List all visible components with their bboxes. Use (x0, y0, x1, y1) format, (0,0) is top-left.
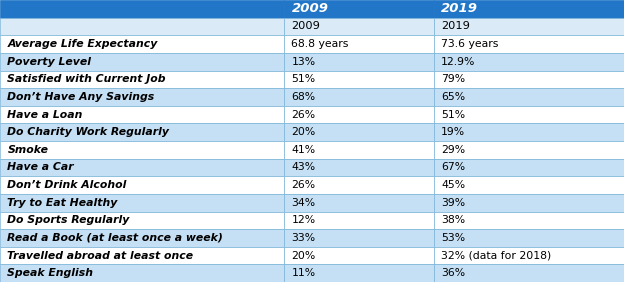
Bar (434, 0, 624, 17)
Text: 45%: 45% (441, 180, 466, 190)
Bar (0, 0, 284, 17)
Bar (434, 158, 624, 176)
Bar (284, 106, 434, 124)
Text: 68.8 years: 68.8 years (291, 39, 349, 49)
Bar (0, 141, 284, 158)
Bar (0, 53, 284, 70)
Text: Don’t Drink Alcohol: Don’t Drink Alcohol (7, 180, 127, 190)
Text: 26%: 26% (291, 110, 316, 120)
Bar (434, 176, 624, 194)
Bar (434, 194, 624, 212)
Text: Have a Loan: Have a Loan (7, 110, 83, 120)
Bar (0, 88, 284, 106)
Text: 2019: 2019 (441, 21, 470, 31)
Bar (284, 212, 434, 229)
Text: 34%: 34% (291, 198, 316, 208)
Bar (434, 265, 624, 282)
Text: 51%: 51% (291, 74, 316, 84)
Text: 2019: 2019 (441, 2, 478, 15)
Bar (0, 124, 284, 141)
Bar (284, 35, 434, 53)
Text: 51%: 51% (441, 110, 466, 120)
Text: Satisfied with Current Job: Satisfied with Current Job (7, 74, 166, 84)
Bar (284, 17, 434, 35)
Bar (434, 106, 624, 124)
Bar (434, 247, 624, 265)
Text: Do Charity Work Regularly: Do Charity Work Regularly (7, 127, 170, 137)
Text: Poverty Level: Poverty Level (7, 57, 92, 67)
Text: Try to Eat Healthy: Try to Eat Healthy (7, 198, 118, 208)
Bar (284, 0, 434, 17)
Text: 12%: 12% (291, 215, 316, 225)
Bar (434, 17, 624, 35)
Bar (284, 158, 434, 176)
Text: 26%: 26% (291, 180, 316, 190)
Text: 65%: 65% (441, 92, 466, 102)
Bar (434, 229, 624, 247)
Bar (284, 229, 434, 247)
Bar (284, 124, 434, 141)
Text: 43%: 43% (291, 162, 316, 172)
Text: 38%: 38% (441, 215, 466, 225)
Text: 32% (data for 2018): 32% (data for 2018) (441, 251, 552, 261)
Bar (0, 106, 284, 124)
Text: Have a Car: Have a Car (7, 162, 74, 172)
Text: 2009: 2009 (291, 2, 328, 15)
Bar (0, 229, 284, 247)
Text: Do Sports Regularly: Do Sports Regularly (7, 215, 130, 225)
Text: 39%: 39% (441, 198, 466, 208)
Bar (284, 247, 434, 265)
Text: 36%: 36% (441, 268, 466, 278)
Bar (0, 17, 284, 35)
Bar (434, 70, 624, 88)
Bar (434, 124, 624, 141)
Text: 13%: 13% (291, 57, 316, 67)
Text: Don’t Have Any Savings: Don’t Have Any Savings (7, 92, 155, 102)
Text: 11%: 11% (291, 268, 316, 278)
Bar (434, 141, 624, 158)
Text: 12.9%: 12.9% (441, 57, 475, 67)
Bar (0, 176, 284, 194)
Bar (434, 35, 624, 53)
Text: Speak English: Speak English (7, 268, 94, 278)
Bar (0, 35, 284, 53)
Bar (0, 194, 284, 212)
Text: 20%: 20% (291, 251, 316, 261)
Bar (0, 212, 284, 229)
Text: 19%: 19% (441, 127, 466, 137)
Text: Travelled abroad at least once: Travelled abroad at least once (7, 251, 193, 261)
Text: 20%: 20% (291, 127, 316, 137)
Text: Read a Book (at least once a week): Read a Book (at least once a week) (7, 233, 223, 243)
Text: 68%: 68% (291, 92, 316, 102)
Bar (284, 53, 434, 70)
Bar (284, 194, 434, 212)
Text: 67%: 67% (441, 162, 466, 172)
Text: 73.6 years: 73.6 years (441, 39, 499, 49)
Bar (284, 88, 434, 106)
Text: 29%: 29% (441, 145, 466, 155)
Bar (434, 212, 624, 229)
Bar (284, 70, 434, 88)
Text: 79%: 79% (441, 74, 466, 84)
Bar (0, 158, 284, 176)
Text: Average Life Expectancy: Average Life Expectancy (7, 39, 158, 49)
Text: 33%: 33% (291, 233, 316, 243)
Text: 41%: 41% (291, 145, 316, 155)
Text: 2009: 2009 (291, 21, 320, 31)
Bar (434, 88, 624, 106)
Bar (284, 265, 434, 282)
Bar (284, 141, 434, 158)
Text: 53%: 53% (441, 233, 466, 243)
Text: Smoke: Smoke (7, 145, 49, 155)
Bar (0, 247, 284, 265)
Bar (0, 70, 284, 88)
Bar (434, 53, 624, 70)
Bar (284, 176, 434, 194)
Bar (0, 265, 284, 282)
